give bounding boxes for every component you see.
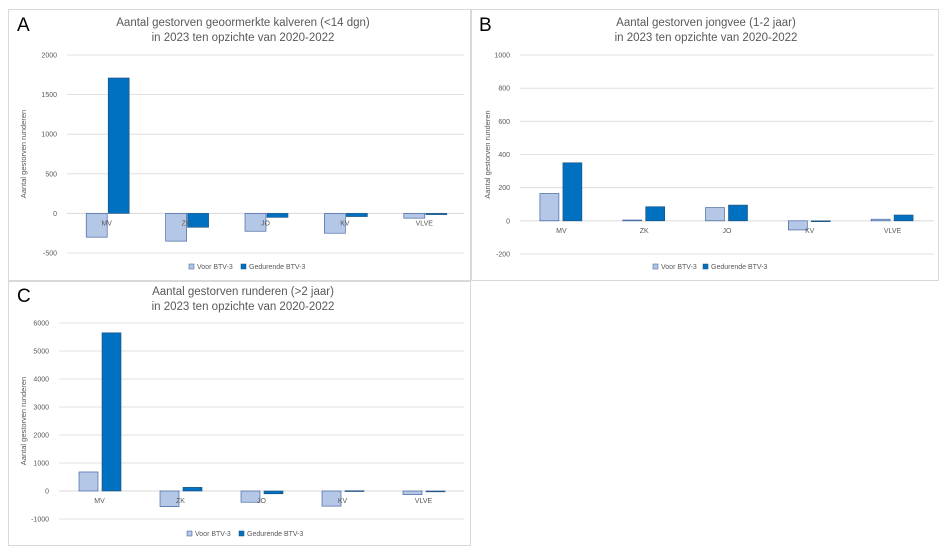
x-category-label: VLVE [884, 228, 902, 235]
bar [244, 213, 267, 232]
bar [425, 213, 448, 215]
bar [107, 77, 130, 214]
bar [870, 218, 891, 222]
y-tick-label: 500 [45, 171, 57, 178]
legend-swatch [186, 530, 193, 537]
panel-letter: A [17, 15, 30, 36]
chart-title: Aantal gestorven geoormerkte kalveren (<… [116, 17, 370, 29]
bar [101, 332, 122, 492]
y-axis-title: Aantal gestorven runderen [483, 110, 492, 198]
x-category-label: JO [257, 498, 267, 505]
y-axis-title: Aantal gestorven runderen [19, 377, 28, 465]
x-category-label: KV [805, 228, 815, 235]
x-category-label: ZK [182, 220, 191, 227]
bar [893, 214, 914, 222]
y-tick-label: 0 [53, 211, 57, 218]
bar [403, 213, 426, 219]
x-category-label: ZK [176, 498, 185, 505]
chart-a-svg: Aantal gestorven geoormerkte kalveren (<… [19, 17, 464, 271]
y-tick-label: 1000 [41, 132, 57, 139]
bar [321, 490, 342, 507]
x-category-label: MV [556, 228, 567, 235]
chart-title: in 2023 ten opzichte van 2020-2022 [152, 301, 335, 313]
y-tick-label: 1000 [33, 461, 49, 468]
x-category-label: KV [340, 220, 350, 227]
y-tick-label: 4000 [33, 377, 49, 384]
y-tick-label: 5000 [33, 349, 49, 356]
legend-swatch [238, 530, 245, 537]
bar [344, 490, 365, 492]
chart-title: in 2023 ten opzichte van 2020-2022 [615, 32, 798, 44]
chart-panel-a: A Aantal gestorven geoormerkte kalveren … [8, 9, 471, 281]
chart-title: in 2023 ten opzichte van 2020-2022 [152, 32, 335, 44]
chart-panel-c: C Aantal gestorven runderen (>2 jaar) in … [8, 281, 471, 546]
y-tick-label: 1000 [494, 53, 510, 60]
bar [182, 487, 203, 492]
legend-swatch [240, 263, 247, 270]
x-category-label: ZK [640, 228, 649, 235]
x-category-label: MV [101, 220, 112, 227]
x-category-label: JO [723, 228, 733, 235]
legend-swatch [188, 263, 195, 270]
bar [622, 219, 642, 222]
panel-letter: B [479, 15, 492, 36]
x-category-label: MV [94, 498, 105, 505]
bar [324, 213, 346, 234]
x-category-label: JO [261, 220, 271, 227]
bar [539, 193, 560, 222]
bar [402, 490, 423, 495]
y-tick-label: 0 [45, 489, 49, 496]
y-tick-label: 800 [498, 86, 510, 93]
y-tick-label: 2000 [33, 433, 49, 440]
y-tick-label: -500 [43, 251, 57, 258]
y-axis-title: Aantal gestorven runderen [19, 110, 28, 198]
bar [562, 162, 583, 222]
legend-swatch [702, 263, 709, 270]
chart-panel-b: B Aantal gestorven jongvee (1-2 jaar) in … [471, 9, 939, 281]
bar [78, 471, 99, 492]
bar [425, 490, 446, 493]
legend-entry: Gedurende BTV-3 [711, 264, 768, 271]
y-tick-label: -1000 [31, 517, 49, 524]
bar [187, 213, 209, 228]
bar [85, 213, 108, 238]
bar [810, 220, 831, 222]
chart-title: Aantal gestorven jongvee (1-2 jaar) [616, 17, 796, 29]
y-tick-label: 2000 [41, 53, 57, 60]
legend-entry: Gedurende BTV-3 [249, 264, 306, 271]
legend-entry: Voor BTV-3 [197, 264, 233, 271]
y-tick-label: 200 [498, 185, 510, 192]
chart-title: Aantal gestorven runderen (>2 jaar) [152, 286, 334, 298]
bar [263, 490, 284, 495]
panel-letter: C [17, 286, 31, 307]
y-tick-label: 0 [506, 218, 510, 225]
y-tick-label: -200 [496, 252, 510, 259]
legend-entry: Voor BTV-3 [661, 264, 697, 271]
bar [705, 207, 725, 222]
legend-entry: Voor BTV-3 [195, 531, 231, 538]
y-tick-label: 6000 [33, 321, 49, 328]
bar [165, 213, 187, 242]
bar [645, 206, 665, 222]
x-category-label: VLVE [416, 220, 434, 227]
bar [728, 204, 748, 222]
y-tick-label: 1500 [41, 92, 57, 99]
x-category-label: VLVE [415, 498, 433, 505]
chart-b-svg: Aantal gestorven jongvee (1-2 jaar) in 20… [483, 17, 934, 271]
y-tick-label: 3000 [33, 405, 49, 412]
y-tick-label: 600 [498, 119, 510, 126]
x-category-label: KV [338, 498, 348, 505]
legend-swatch [652, 263, 659, 270]
chart-c-svg: Aantal gestorven runderen (>2 jaar) in 20… [19, 286, 464, 538]
bar [159, 490, 180, 507]
bar [240, 490, 261, 503]
bar [787, 220, 808, 231]
bar [266, 213, 289, 218]
y-tick-label: 400 [498, 152, 510, 159]
legend-entry: Gedurende BTV-3 [247, 531, 304, 538]
bar [346, 213, 368, 217]
